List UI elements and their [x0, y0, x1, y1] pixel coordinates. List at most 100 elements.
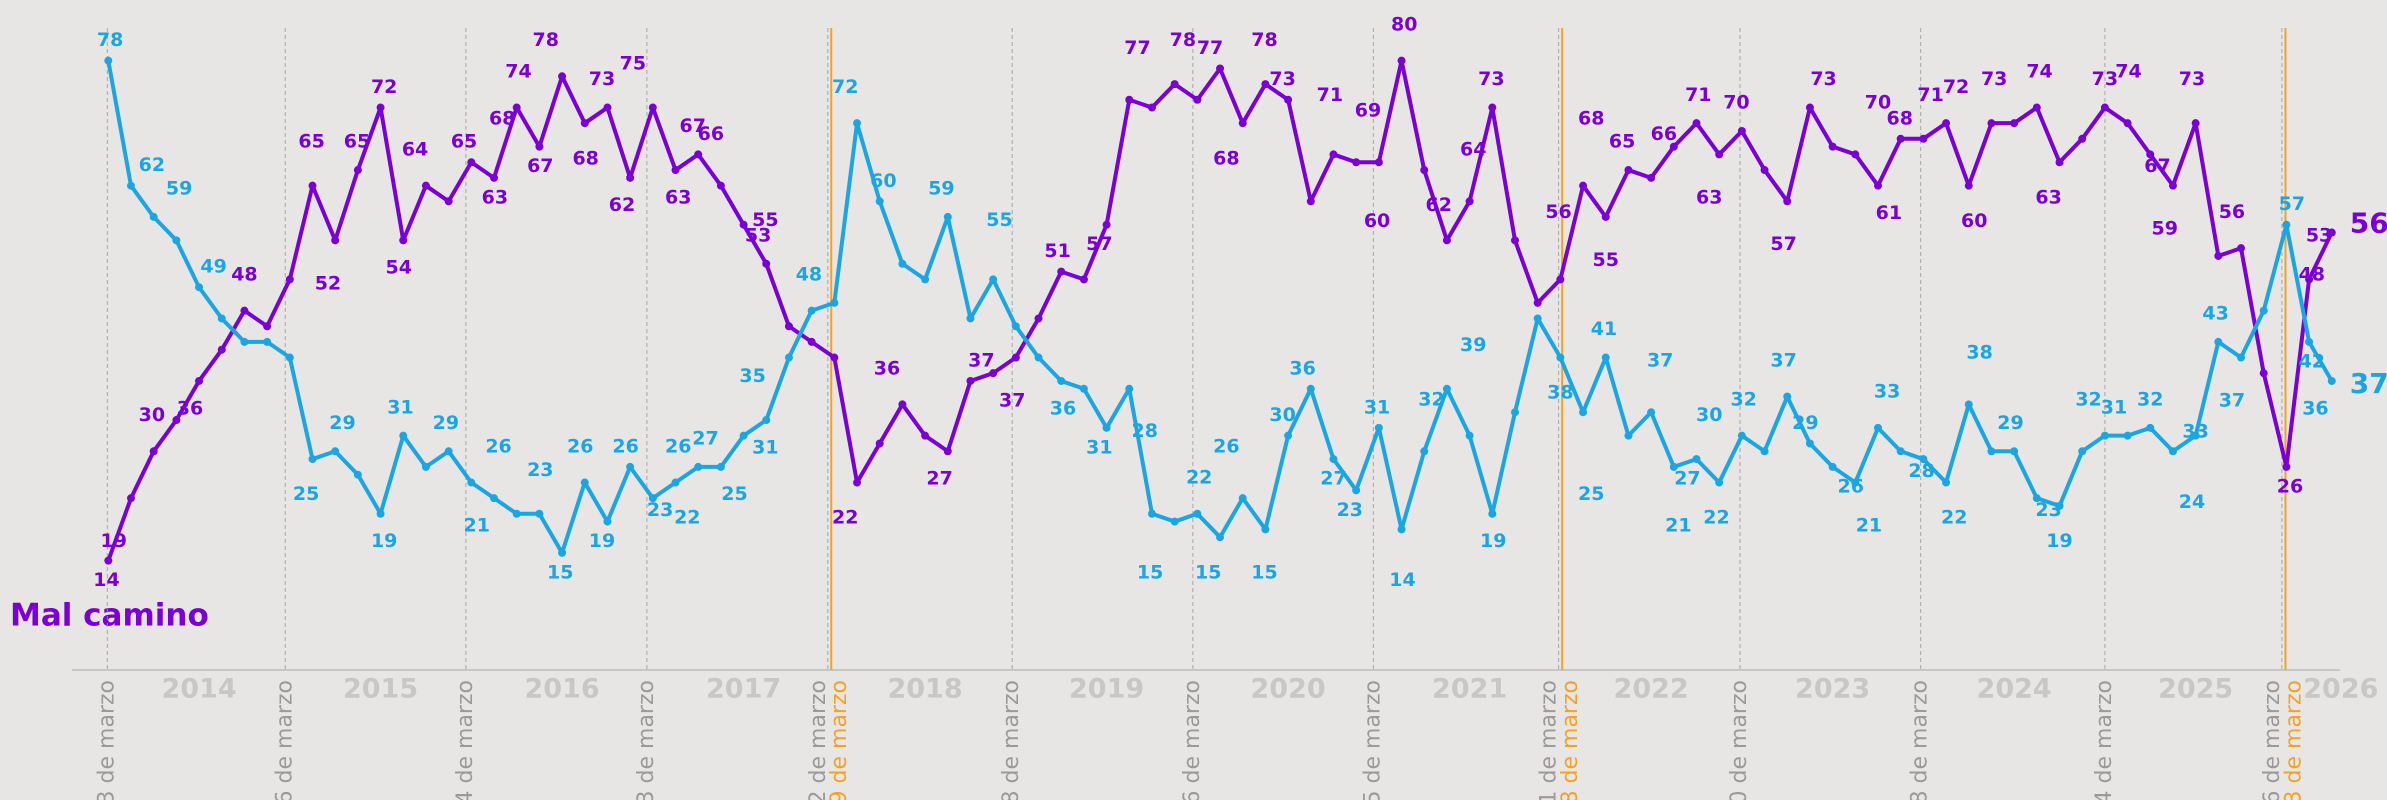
data-label: 31	[2101, 396, 2127, 418]
data-point	[1307, 385, 1315, 393]
data-point	[1103, 221, 1111, 229]
data-point	[898, 260, 906, 268]
data-label: 75	[620, 53, 646, 75]
data-label: 25	[1578, 483, 1604, 505]
data-label: 80	[1391, 14, 1417, 36]
page: Mal camino 13 de marzo6 de marzo4 de mar…	[0, 0, 2387, 800]
data-label: 21	[1856, 514, 1882, 536]
data-point	[1602, 354, 1610, 362]
data-label: 21	[464, 514, 490, 536]
data-point	[1897, 447, 1905, 455]
data-label: 60	[1961, 210, 1987, 232]
data-point	[308, 455, 316, 463]
data-label: 22	[1703, 507, 1729, 529]
data-point	[694, 150, 702, 158]
data-point	[694, 463, 702, 471]
data-label: 36	[177, 397, 203, 419]
data-point	[1647, 174, 1655, 182]
data-point	[581, 119, 589, 127]
data-point	[1329, 150, 1337, 158]
data-point	[104, 557, 112, 565]
data-label: 57	[2279, 193, 2305, 215]
data-label: 36	[1050, 397, 1076, 419]
date-label: 4 de marzo	[453, 680, 478, 800]
data-label: 19	[1480, 530, 1506, 552]
data-point	[1534, 299, 1542, 307]
data-point	[399, 432, 407, 440]
data-label: 63	[1696, 186, 1722, 208]
data-label: 72	[1943, 76, 1969, 98]
data-point	[2124, 432, 2132, 440]
data-label: 25	[293, 483, 319, 505]
date-label: 6 de marzo	[1180, 680, 1205, 800]
data-label: 73	[1810, 68, 1836, 90]
data-point	[1261, 80, 1269, 88]
data-point	[150, 447, 158, 455]
data-point	[581, 479, 589, 487]
data-label: 15	[1195, 561, 1221, 583]
date-label: 18 de marzo	[1558, 680, 1583, 800]
data-label: 26	[2277, 475, 2303, 497]
data-label: 19	[2046, 530, 2072, 552]
data-label: 27	[692, 428, 718, 450]
data-label: 62	[139, 154, 165, 176]
date-label: 8 de marzo	[1908, 680, 1933, 800]
data-point	[830, 354, 838, 362]
data-point	[1692, 119, 1700, 127]
data-point	[1602, 213, 1610, 221]
data-point	[2124, 119, 2132, 127]
data-point	[1783, 197, 1791, 205]
data-point	[1761, 447, 1769, 455]
data-point	[535, 510, 543, 518]
data-point	[2260, 307, 2268, 315]
data-label: 25	[721, 483, 747, 505]
data-point	[966, 377, 974, 385]
data-label: 32	[2075, 389, 2101, 411]
data-point	[1874, 424, 1882, 432]
data-point	[240, 338, 248, 346]
data-label: 26	[1213, 435, 1239, 457]
data-label: 24	[2179, 491, 2205, 513]
data-label: 32	[1730, 389, 1756, 411]
data-label: 22	[832, 507, 858, 529]
data-label: 71	[1685, 84, 1711, 106]
data-point	[331, 236, 339, 244]
data-point	[558, 549, 566, 557]
data-label: 63	[665, 186, 691, 208]
data-point	[1239, 494, 1247, 502]
data-point	[399, 236, 407, 244]
data-point	[377, 104, 385, 112]
data-point	[2169, 182, 2177, 190]
data-point	[2237, 354, 2245, 362]
data-point	[1193, 96, 1201, 104]
data-label: 19	[101, 530, 127, 552]
data-point	[672, 166, 680, 174]
data-point	[2056, 158, 2064, 166]
data-label: 37	[968, 349, 994, 371]
data-point	[2260, 369, 2268, 377]
end-label: 37	[2350, 367, 2387, 400]
data-point	[876, 197, 884, 205]
data-label: 49	[200, 256, 226, 278]
data-label: 29	[1997, 412, 2023, 434]
data-label: 60	[1364, 210, 1390, 232]
data-point	[1897, 135, 1905, 143]
data-point	[1942, 479, 1950, 487]
data-point	[2305, 338, 2313, 346]
data-label: 73	[2092, 68, 2118, 90]
data-point	[2282, 221, 2290, 229]
data-point	[1874, 182, 1882, 190]
data-label: 37	[999, 389, 1025, 411]
data-point	[1057, 377, 1065, 385]
data-label: 23	[527, 459, 553, 481]
data-point	[2033, 104, 2041, 112]
data-point	[1534, 314, 1542, 322]
data-label: 73	[1478, 68, 1504, 90]
data-label: 52	[315, 272, 341, 294]
data-label: 73	[1981, 68, 2007, 90]
data-point	[989, 275, 997, 283]
date-label: 9 de marzo	[827, 680, 852, 800]
data-point	[1080, 385, 1088, 393]
data-label: 74	[2115, 60, 2141, 82]
data-label: 23	[2035, 499, 2061, 521]
